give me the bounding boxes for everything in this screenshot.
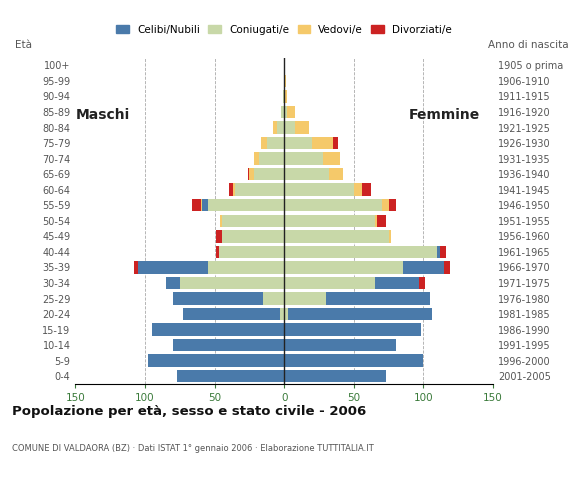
Bar bbox=[284, 261, 403, 274]
Bar bbox=[235, 183, 284, 196]
Bar bbox=[323, 153, 340, 165]
Bar bbox=[295, 121, 309, 134]
Bar bbox=[284, 75, 285, 87]
Bar bbox=[283, 90, 284, 103]
Bar bbox=[208, 261, 284, 274]
Bar bbox=[284, 137, 312, 149]
Bar bbox=[375, 277, 419, 289]
Bar bbox=[284, 106, 287, 118]
Bar bbox=[202, 199, 208, 212]
Bar bbox=[233, 183, 235, 196]
Bar bbox=[284, 339, 396, 351]
Bar bbox=[287, 106, 295, 118]
Bar bbox=[173, 339, 284, 351]
Bar bbox=[216, 246, 219, 258]
Bar bbox=[180, 277, 284, 289]
Bar bbox=[284, 215, 375, 227]
Bar bbox=[354, 183, 362, 196]
Bar bbox=[389, 230, 392, 242]
Bar bbox=[222, 230, 284, 242]
Bar bbox=[284, 292, 326, 305]
Bar bbox=[419, 277, 425, 289]
Bar bbox=[260, 137, 267, 149]
Bar bbox=[267, 137, 284, 149]
Bar bbox=[284, 121, 295, 134]
Bar bbox=[173, 292, 263, 305]
Bar bbox=[208, 199, 284, 212]
Bar bbox=[216, 230, 222, 242]
Bar bbox=[138, 261, 208, 274]
Bar bbox=[288, 308, 432, 320]
Bar bbox=[284, 153, 323, 165]
Text: Popolazione per età, sesso e stato civile - 2006: Popolazione per età, sesso e stato civil… bbox=[12, 405, 366, 418]
Bar bbox=[284, 199, 382, 212]
Bar bbox=[280, 308, 284, 320]
Bar bbox=[263, 292, 284, 305]
Text: Anno di nascita: Anno di nascita bbox=[488, 40, 568, 50]
Text: Femmine: Femmine bbox=[409, 108, 480, 122]
Bar bbox=[284, 308, 288, 320]
Bar bbox=[201, 199, 202, 212]
Bar bbox=[152, 324, 284, 336]
Bar bbox=[259, 153, 284, 165]
Bar bbox=[220, 215, 222, 227]
Bar bbox=[312, 137, 333, 149]
Bar bbox=[248, 168, 249, 180]
Bar bbox=[273, 121, 277, 134]
Bar bbox=[403, 261, 444, 274]
Bar bbox=[166, 277, 180, 289]
Bar bbox=[193, 199, 201, 212]
Bar bbox=[382, 199, 389, 212]
Bar bbox=[277, 121, 284, 134]
Bar bbox=[284, 354, 423, 367]
Bar bbox=[253, 168, 284, 180]
Bar bbox=[222, 215, 284, 227]
Bar bbox=[249, 168, 253, 180]
Bar bbox=[444, 261, 450, 274]
Bar bbox=[284, 324, 420, 336]
Bar bbox=[284, 370, 386, 383]
Text: Età: Età bbox=[14, 40, 31, 50]
Bar bbox=[333, 137, 339, 149]
Bar bbox=[183, 308, 280, 320]
Bar bbox=[375, 215, 378, 227]
Legend: Celibi/Nubili, Coniugati/e, Vedovi/e, Divorziati/e: Celibi/Nubili, Coniugati/e, Vedovi/e, Di… bbox=[112, 20, 456, 39]
Bar bbox=[389, 199, 396, 212]
Bar bbox=[362, 183, 371, 196]
Bar bbox=[284, 168, 329, 180]
Text: COMUNE DI VALDAORA (BZ) · Dati ISTAT 1° gennaio 2006 · Elaborazione TUTTITALIA.I: COMUNE DI VALDAORA (BZ) · Dati ISTAT 1° … bbox=[12, 444, 374, 453]
Bar bbox=[437, 246, 440, 258]
Bar bbox=[253, 153, 259, 165]
Bar bbox=[440, 246, 445, 258]
Bar bbox=[134, 261, 138, 274]
Bar bbox=[229, 183, 233, 196]
Bar bbox=[281, 106, 284, 118]
Bar bbox=[326, 292, 430, 305]
Bar bbox=[378, 215, 386, 227]
Bar bbox=[284, 183, 354, 196]
Bar bbox=[148, 354, 284, 367]
Bar bbox=[284, 277, 375, 289]
Text: Maschi: Maschi bbox=[76, 108, 130, 122]
Bar bbox=[177, 370, 284, 383]
Bar bbox=[329, 168, 343, 180]
Bar bbox=[219, 246, 284, 258]
Bar bbox=[284, 246, 437, 258]
Bar bbox=[284, 230, 389, 242]
Bar bbox=[284, 90, 287, 103]
